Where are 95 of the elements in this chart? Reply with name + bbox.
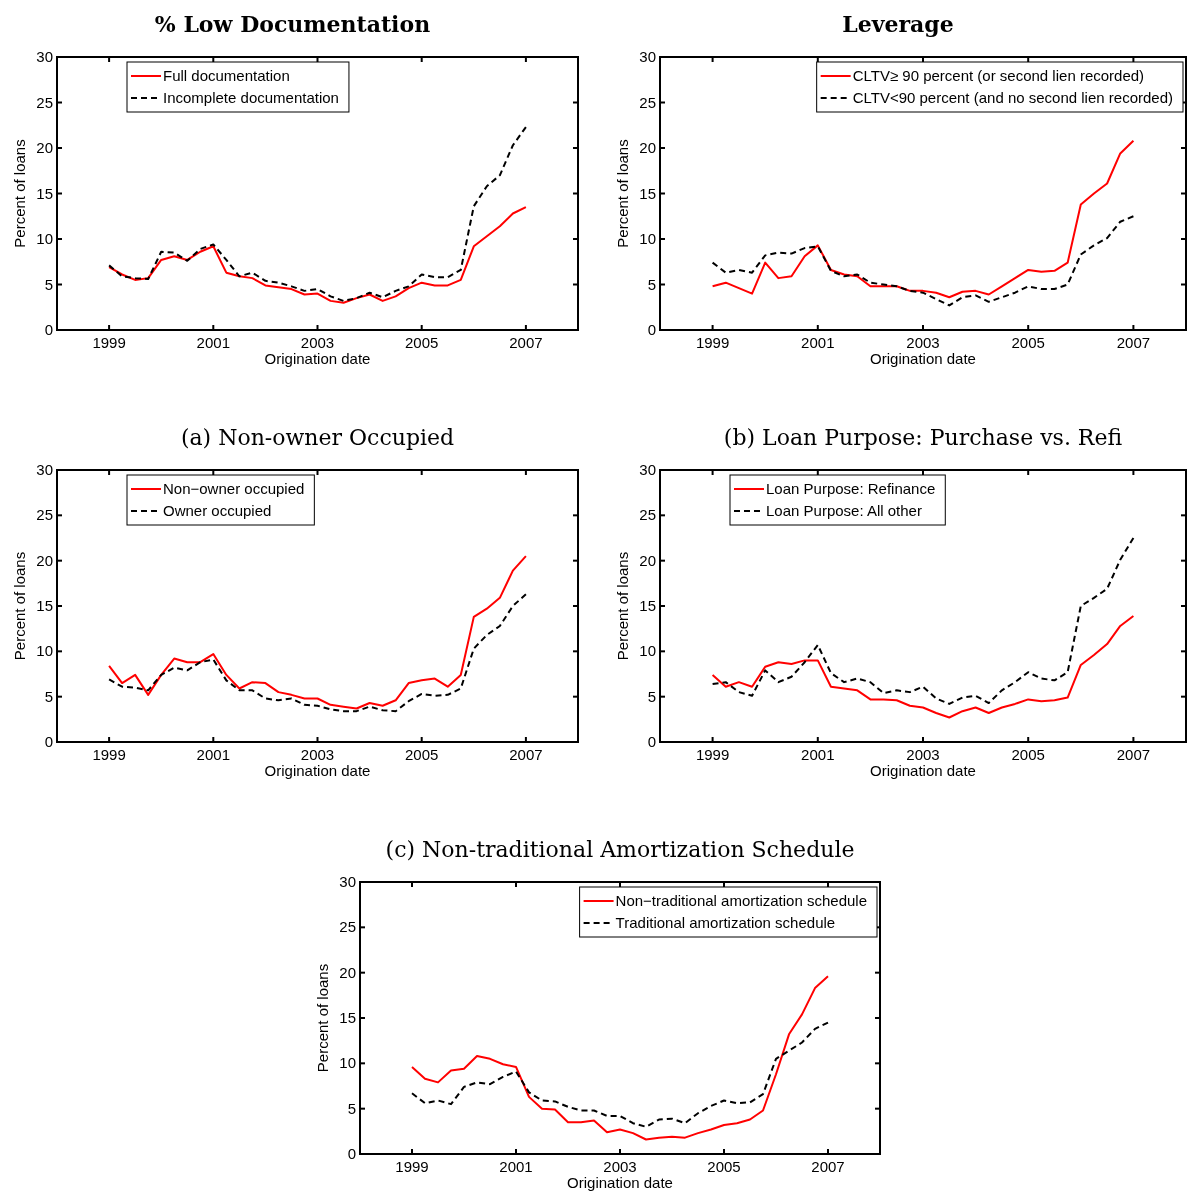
- y-tick-label: 15: [36, 597, 53, 614]
- x-tick-label: 2007: [811, 1158, 845, 1175]
- legend-label: CLTV≥ 90 percent (or second lien recorded): [852, 67, 1145, 84]
- x-tick-label: 2003: [300, 334, 335, 351]
- x-tick-label: 1999: [695, 334, 730, 351]
- x-tick-label: 2005: [405, 334, 439, 351]
- chart-title: Leverage: [842, 11, 954, 37]
- chart-title: % Low Documentation: [154, 11, 431, 37]
- x-tick-label: 2003: [603, 1158, 637, 1175]
- x-tick-label: 2003: [906, 746, 940, 763]
- legend-label: Full documentation: [163, 67, 290, 84]
- y-tick-label: 20: [639, 139, 656, 156]
- x-tick-label: 2001: [801, 746, 835, 763]
- y-tick-label: 5: [44, 275, 53, 293]
- y-tick-label: 15: [639, 597, 656, 614]
- y-tick-label: 0: [347, 1145, 356, 1162]
- line-series: [711, 614, 1135, 719]
- line-series: [108, 126, 527, 302]
- x-tick-label: 2003: [906, 334, 940, 351]
- x-tick-label: 2001: [196, 746, 230, 763]
- y-tick-label: 15: [339, 1009, 356, 1026]
- legend-label: CLTV<90 percent (and no second lien recorded): [852, 89, 1174, 106]
- y-tick-label: 15: [639, 184, 656, 202]
- y-tick-label: 0: [647, 733, 656, 750]
- y-axis-title: Percent of loans: [11, 139, 28, 248]
- x-tick-label: 2005: [1011, 746, 1045, 763]
- legend-label: Traditional amortization schedule: [615, 914, 836, 931]
- y-tick-label: 5: [647, 275, 656, 293]
- line-series: [711, 215, 1135, 307]
- y-tick-label: 5: [44, 687, 53, 705]
- x-tick-label: 1999: [92, 746, 126, 763]
- line-series: [108, 593, 527, 713]
- y-tick-label: 25: [36, 506, 53, 524]
- chart-title: (c) Non-traditional Amortization Schedule: [385, 837, 855, 862]
- x-tick-label: 2001: [801, 334, 835, 351]
- x-tick-label: 1999: [395, 1158, 429, 1175]
- x-tick-label: 1999: [92, 334, 126, 351]
- x-tick-label: 2001: [196, 334, 230, 351]
- y-tick-label: 0: [44, 321, 53, 338]
- y-tick-label: 20: [36, 551, 53, 569]
- y-tick-label: 15: [36, 184, 53, 202]
- x-tick-label: 2001: [499, 1158, 533, 1175]
- legend-label: Non−traditional amortization schedule: [615, 892, 868, 909]
- legend-label: Incomplete documentation: [163, 89, 339, 106]
- chart-title: (b) Loan Purpose: Purchase vs. Refi: [723, 425, 1123, 450]
- x-tick-label: 2007: [509, 746, 543, 763]
- x-axis-title: Origination date: [870, 350, 976, 367]
- y-tick-label: 20: [339, 963, 356, 981]
- line-series: [108, 555, 527, 710]
- y-axis-title: Percent of loans: [11, 551, 28, 661]
- line-series: [411, 975, 829, 1141]
- line-series: [411, 1021, 829, 1128]
- y-tick-label: 20: [639, 551, 656, 569]
- y-tick-label: 30: [36, 48, 53, 65]
- line-series: [711, 139, 1135, 299]
- x-axis-title: Origination date: [870, 762, 976, 779]
- y-tick-label: 10: [339, 1054, 356, 1072]
- x-axis-title: Origination date: [264, 350, 371, 367]
- legend-label: Loan Purpose: All other: [766, 502, 922, 519]
- y-tick-label: 20: [36, 139, 53, 156]
- legend-label: Owner occupied: [163, 502, 272, 519]
- y-tick-label: 25: [639, 93, 656, 111]
- y-tick-label: 10: [639, 230, 656, 247]
- y-tick-label: 25: [339, 918, 356, 936]
- legend-label: Non−owner occupied: [163, 480, 305, 497]
- y-tick-label: 30: [339, 873, 356, 890]
- y-tick-label: 5: [347, 1099, 356, 1117]
- y-tick-label: 0: [647, 321, 656, 338]
- y-axis-title: Percent of loans: [314, 963, 331, 1073]
- x-tick-label: 2005: [707, 1158, 741, 1175]
- y-tick-label: 30: [639, 48, 656, 65]
- x-tick-label: 2007: [509, 334, 543, 351]
- x-tick-label: 2005: [405, 746, 439, 763]
- y-tick-label: 5: [647, 687, 656, 705]
- x-axis-title: Origination date: [567, 1174, 673, 1191]
- y-tick-label: 10: [639, 642, 656, 660]
- legend-label: Loan Purpose: Refinance: [766, 480, 936, 497]
- x-tick-label: 2003: [300, 746, 335, 763]
- y-tick-label: 10: [36, 230, 53, 247]
- x-tick-label: 1999: [695, 746, 730, 763]
- line-series: [711, 537, 1135, 705]
- y-axis-title: Percent of loans: [614, 139, 631, 248]
- y-tick-label: 25: [36, 93, 53, 111]
- y-axis-title: Percent of loans: [614, 551, 631, 661]
- y-tick-label: 30: [639, 461, 656, 478]
- y-tick-label: 0: [44, 733, 53, 750]
- x-tick-label: 2005: [1011, 334, 1045, 351]
- y-tick-label: 10: [36, 642, 53, 660]
- y-tick-label: 25: [639, 506, 656, 524]
- chart-title: (a) Non-owner Occupied: [180, 425, 455, 450]
- line-series: [108, 206, 527, 304]
- x-tick-label: 2007: [1116, 334, 1151, 351]
- x-tick-label: 2007: [1116, 746, 1151, 763]
- y-tick-label: 30: [36, 461, 53, 478]
- x-axis-title: Origination date: [264, 762, 371, 779]
